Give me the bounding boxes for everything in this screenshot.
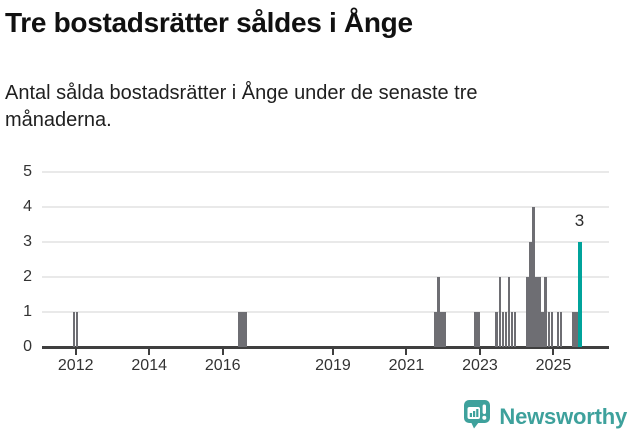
month-bar <box>535 276 538 347</box>
x-axis-tick-label: 2014 <box>131 357 167 374</box>
month-bar <box>544 276 547 347</box>
month-bar <box>75 311 79 347</box>
subtitle-line-1: Antal sålda bostadsrätter i Ånge under d… <box>5 82 478 104</box>
month-bar <box>538 276 541 347</box>
y-axis-tick-label: 0 <box>23 338 32 355</box>
y-axis-tick-label: 2 <box>23 267 32 285</box>
x-axis-tick <box>331 349 334 355</box>
gridline <box>42 170 609 173</box>
brand-footer: Newsworthy <box>463 399 627 434</box>
month-bar <box>434 311 437 347</box>
x-axis-tick-label: 2016 <box>204 357 241 374</box>
x-axis-tick <box>405 349 408 355</box>
month-bar <box>443 311 446 347</box>
x-axis-tick-label: 2012 <box>57 357 94 374</box>
x-axis-tick <box>148 349 151 355</box>
month-bar <box>507 276 511 347</box>
y-axis-tick-label: 1 <box>23 302 32 320</box>
subtitle-line-2: månaderna. <box>5 109 112 131</box>
y-axis-tick-label: 4 <box>23 197 32 215</box>
month-bar <box>575 311 578 347</box>
month-bar <box>477 311 480 347</box>
month-bar <box>541 311 544 347</box>
brand-wordmark: Newsworthy <box>499 403 627 429</box>
month-bar <box>244 311 247 347</box>
gridline <box>42 240 609 243</box>
x-axis-tick <box>478 349 481 355</box>
x-axis-tick-label: 2025 <box>535 357 572 374</box>
x-axis-tick <box>552 349 555 355</box>
month-bar <box>241 311 244 347</box>
month-bar <box>529 241 532 347</box>
x-axis-tick <box>74 349 77 355</box>
x-axis-line <box>42 346 609 349</box>
y-axis-tick-label: 3 <box>23 232 32 250</box>
x-axis-tick-label: 2019 <box>315 357 351 374</box>
month-bar <box>440 311 443 347</box>
month-bar <box>72 311 76 347</box>
x-axis-tick-label: 2023 <box>462 357 498 374</box>
x-axis-tick-label: 2021 <box>388 357 425 374</box>
month-bar <box>513 311 517 347</box>
month-bar <box>498 276 502 347</box>
month-bar <box>572 311 575 347</box>
month-bar <box>526 276 529 347</box>
newsworthy-bubble-chart-icon <box>463 399 492 434</box>
month-bar <box>501 311 505 347</box>
month-bar <box>437 276 440 347</box>
gridline <box>42 310 609 313</box>
gridline <box>42 205 609 208</box>
y-axis-tick-label: 5 <box>23 162 32 180</box>
month-bar <box>504 311 508 347</box>
gridline <box>42 275 609 278</box>
month-bar <box>474 311 477 347</box>
x-axis-tick <box>221 349 224 355</box>
month-bar <box>550 311 554 347</box>
highlight-bar-latest-3-months <box>577 241 582 347</box>
month-bar <box>238 311 241 347</box>
page-title: Tre bostadsrätter såldes i Ånge <box>5 7 413 38</box>
month-bar <box>495 311 498 347</box>
month-bar <box>547 311 551 347</box>
month-bar <box>510 311 514 347</box>
month-bar <box>556 311 560 347</box>
month-bar <box>559 311 563 347</box>
highlight-value-label: 3 <box>574 210 585 230</box>
month-bar <box>532 206 535 347</box>
